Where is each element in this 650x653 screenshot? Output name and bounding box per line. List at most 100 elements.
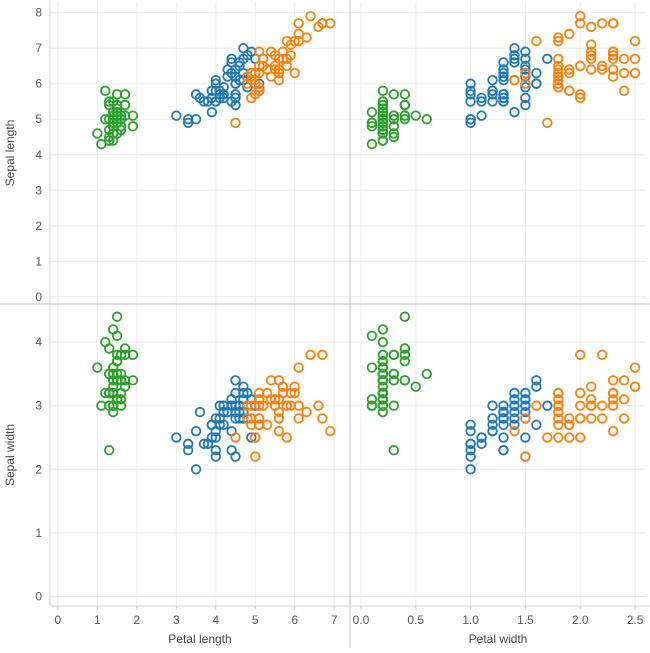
scatter-point [487, 400, 498, 411]
scatter-point [465, 425, 476, 437]
scatter-point [585, 381, 597, 392]
scatter-point [388, 89, 400, 100]
scatter-point [509, 413, 520, 424]
scatter-point [575, 11, 586, 22]
scatter-point [564, 67, 575, 79]
scatter-point [553, 74, 564, 86]
scatter-point [377, 135, 389, 146]
scatter-point [421, 114, 432, 125]
scatter-point [509, 400, 520, 411]
scatter-point [618, 67, 630, 79]
scatter-point [607, 375, 619, 386]
x-axis-title: Petal width [469, 632, 528, 646]
y-tick-label: 4 [35, 148, 42, 162]
scatter-point [377, 400, 389, 411]
scatter-point [575, 387, 586, 399]
scatter-point [509, 57, 520, 68]
scatter-point [476, 96, 487, 107]
scatter-point [377, 362, 389, 373]
scatter-point [377, 85, 389, 97]
scatter-point [293, 28, 304, 40]
scatter-point [171, 110, 182, 121]
scatter-point [553, 71, 564, 82]
scatter-point [509, 394, 520, 405]
scatter-point [607, 50, 619, 61]
scatter-point [104, 96, 115, 107]
scatter-point [553, 32, 564, 43]
x-tick-label: 4 [212, 613, 219, 627]
scatter-point [509, 387, 520, 399]
scatter-point [366, 117, 378, 129]
scatter-point [377, 356, 389, 367]
scatter-point [388, 445, 400, 456]
scatter-point [618, 413, 630, 424]
scatter-point [531, 419, 542, 431]
scatter-point [520, 53, 531, 65]
scatter-point [520, 413, 531, 424]
scatter-point [509, 419, 520, 431]
scatter-point [629, 381, 641, 392]
scatter-point [226, 445, 237, 456]
scatter-point [542, 432, 553, 443]
scatter-point [377, 336, 389, 348]
x-tick-label: 5 [252, 613, 259, 627]
scatter-point [269, 394, 281, 405]
scatter-point [104, 368, 115, 380]
scatter-point [487, 96, 498, 107]
scatter-point [487, 419, 498, 431]
scatter-point [498, 432, 509, 443]
scatter-point [465, 464, 476, 475]
scatter-point [273, 64, 285, 75]
scatter-point [111, 356, 123, 367]
scatter-point [520, 451, 531, 462]
scatter-point [257, 400, 269, 411]
scatter-point [250, 432, 261, 443]
scatter-point [487, 89, 498, 100]
scatter-point [520, 82, 531, 93]
scatter-point [607, 18, 619, 29]
scatter-point [366, 121, 378, 132]
scatter-point [107, 128, 119, 139]
scatter-point [377, 99, 389, 111]
scatter-point [585, 394, 597, 405]
scatter-point [618, 53, 630, 65]
scatter-point [246, 432, 257, 443]
scatter-point [250, 451, 261, 462]
scatter-point [111, 103, 123, 114]
scatter-point [520, 406, 531, 418]
scatter-point [607, 387, 619, 399]
y-tick-label: 6 [35, 77, 42, 91]
scatter-point [194, 406, 206, 418]
scatter-point [182, 438, 194, 450]
scatter-point [509, 106, 520, 118]
scatter-point [214, 413, 225, 424]
scatter-point [465, 445, 476, 456]
scatter-point [399, 89, 411, 100]
scatter-point [531, 67, 542, 79]
scatter-point [273, 413, 285, 424]
scatter-point [293, 18, 304, 29]
scatter-point [388, 128, 400, 139]
scatter-point [542, 117, 553, 129]
scatter-point [575, 413, 586, 424]
scatter-point [277, 53, 289, 65]
scatter-point [465, 89, 476, 100]
scatter-point [520, 67, 531, 79]
scatter-point [575, 92, 586, 104]
scatter-point [198, 438, 210, 450]
scatter-point [366, 362, 378, 373]
x-tick-label: 1.5 [517, 613, 534, 627]
scatter-point [317, 349, 328, 361]
scatter-point [498, 71, 509, 82]
scatter-point [575, 18, 586, 29]
x-tick-label: 2.0 [572, 613, 589, 627]
scatter-point [531, 400, 542, 411]
scatter-point [388, 114, 400, 125]
scatter-point [553, 60, 564, 72]
scatter-point [107, 121, 119, 132]
scatter-point [629, 67, 641, 79]
y-tick-label: 0 [35, 589, 42, 603]
scatter-point [607, 400, 619, 411]
